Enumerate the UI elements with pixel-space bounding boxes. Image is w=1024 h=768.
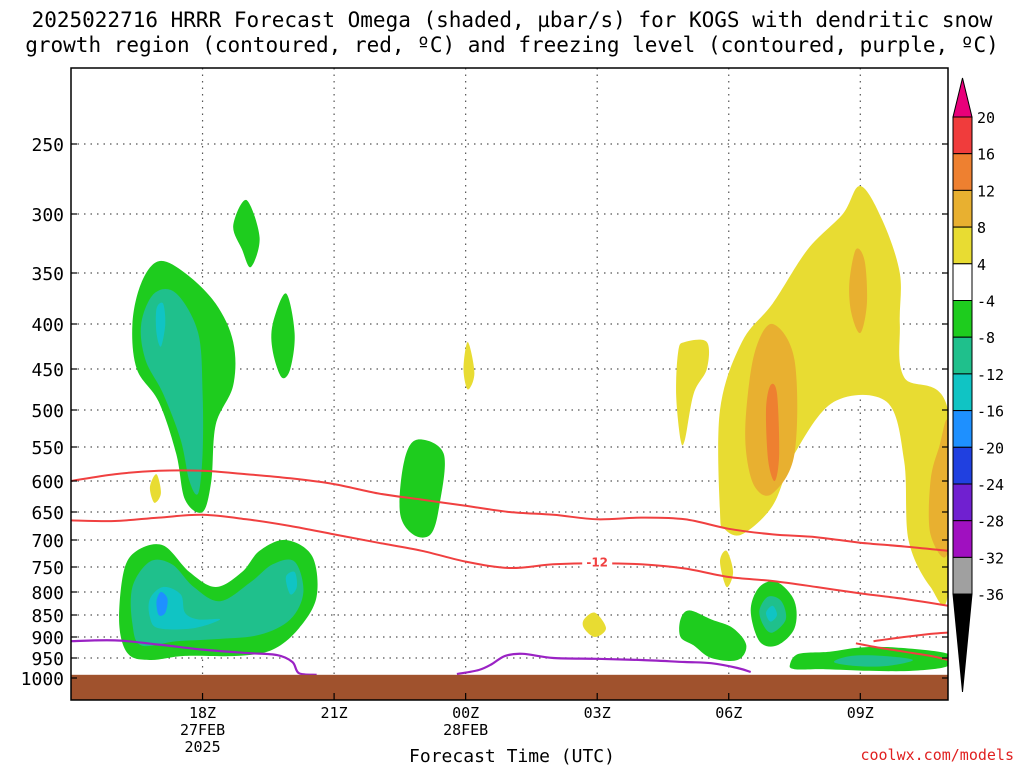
contour-labels: -12 [582,553,613,570]
colorbar-label: -8 [977,329,995,347]
contour-label: -12 [586,556,608,570]
omega-region [676,339,710,446]
colorbar-label: -36 [977,586,1004,604]
colorbar-bin [952,446,973,485]
y-tick-label: 800 [31,583,64,604]
colorbar-top-arrow [952,77,973,118]
contour-label-bg [582,553,613,569]
colorbar-bin [952,520,973,558]
colorbar-label: -20 [977,439,1004,457]
omega-region [679,610,747,661]
x-tick-label: 18Z [189,704,216,722]
dendritic-contour-line [71,469,948,552]
omega-region [928,419,948,558]
x-tick-label: 03Z [584,704,611,722]
y-axis: 2503003504004505005506006507007508008509… [21,135,948,690]
colorbar-bin [952,116,973,155]
freezing-level-line [71,639,317,676]
chart-title-line2: growth region (contoured, red, ºC) and f… [25,33,999,57]
y-tick-label: 700 [31,531,64,552]
colorbar-label: -28 [977,513,1004,531]
colorbar-bin [952,373,973,412]
colorbar-label: 4 [977,256,986,274]
colorbar-label: 20 [977,109,995,127]
colorbar-bin [952,226,973,265]
omega-region [765,605,778,622]
x-tick-label: 27FEB [180,721,225,739]
colorbar-label: 12 [977,182,995,200]
freezing-level-contours [71,639,752,676]
x-tick-label: 00Z [452,704,479,722]
x-axis-label: Forecast Time (UTC) [409,746,615,767]
chart-title-line1: 2025022716 HRRR Forecast Omega (shaded, … [31,8,993,32]
x-tick-label: 09Z [847,704,874,722]
colorbar-label: -24 [977,476,1004,494]
omega-region [765,383,780,482]
omega-region [233,199,260,268]
y-tick-label: 300 [31,205,64,226]
colorbar-bin [952,410,973,448]
omega-shading [119,185,948,672]
x-tick-label: 2025 [184,738,220,756]
y-tick-label: 550 [31,438,64,459]
y-tick-label: 250 [31,135,64,156]
omega-region [718,185,948,606]
omega-region [271,293,295,379]
y-tick-label: 1000 [21,669,64,690]
omega-region [849,248,868,334]
omega-region [140,288,204,495]
colorbar-label: -16 [977,403,1004,421]
y-tick-label: 750 [31,558,64,579]
colorbar-bin [952,336,973,375]
colorbar-bin [952,300,973,338]
terrain-fill [71,674,948,700]
colorbar-bin [952,153,973,191]
omega-region [155,302,166,347]
colorbar-bin [952,263,973,301]
site-credit: coolwx.com/models [860,746,1014,764]
colorbar-bottom-arrow [952,593,973,693]
colorbar-label: 16 [977,146,995,164]
omega-region [399,439,445,538]
colorbar-bin [952,483,973,522]
y-tick-label: 900 [31,628,64,649]
freezing-level-line [456,652,752,676]
colorbar-bin [952,189,973,228]
y-tick-label: 650 [31,503,64,524]
dendritic-contour-line [873,631,948,643]
dendritic-contours [71,469,948,661]
colorbar-label: 8 [977,219,986,237]
y-tick-label: 350 [31,264,64,285]
omega-region [156,591,168,616]
y-tick-label: 950 [31,649,64,670]
x-tick-label: 21Z [321,704,348,722]
omega-region [582,612,606,637]
colorbar-label: -4 [977,293,995,311]
terrain-layer [71,674,948,700]
omega-region [285,571,298,595]
colorbar: 20 16 12 8 4 -4 -8 -12 -16 -20 -24 -28 -32 -36 [952,77,1004,693]
dendritic-contour-line [855,642,948,661]
omega-region [149,474,161,503]
colorbar-bin [952,556,973,595]
x-tick-label: 06Z [715,704,742,722]
colorbar-label: -12 [977,366,1004,384]
y-tick-label: 450 [31,360,64,381]
x-tick-label: 28FEB [443,721,488,739]
omega-region [833,655,913,667]
y-tick-label: 400 [31,315,64,336]
plot-frame [70,67,949,701]
y-tick-label: 600 [31,472,64,493]
omega-region [463,341,475,390]
y-tick-label: 500 [31,401,64,422]
dendritic-contour-line [71,513,948,607]
colorbar-label: -32 [977,549,1004,567]
omega-region [720,550,734,588]
y-tick-label: 850 [31,606,64,627]
